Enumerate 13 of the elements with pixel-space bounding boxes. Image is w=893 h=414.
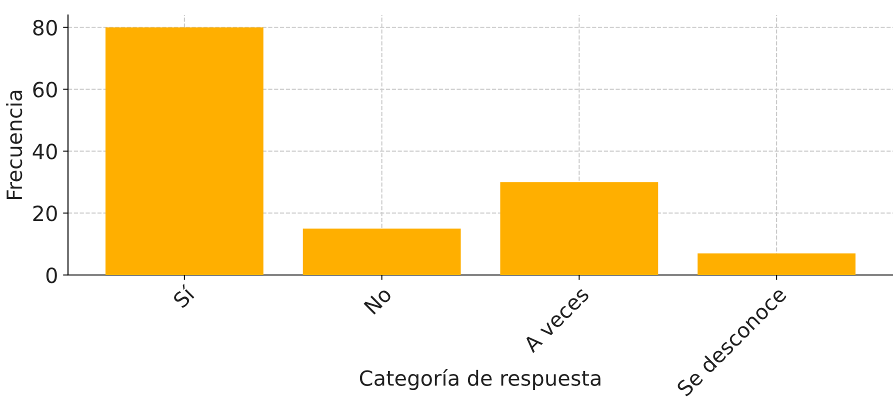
y-tick-label: 40 — [32, 144, 57, 160]
x-tick-label: No — [364, 286, 392, 315]
y-axis-title: Frecuencia — [6, 90, 22, 199]
x-axis-title: Categoría de respuesta — [360, 369, 600, 390]
y-tick-label: 0 — [46, 267, 57, 284]
x-tick-label: Sí — [171, 284, 196, 309]
bar — [500, 182, 658, 275]
bar — [302, 228, 461, 275]
y-tick-label: 60 — [33, 82, 57, 98]
bar — [106, 27, 264, 275]
bar — [698, 253, 856, 275]
y-tick-label: 20 — [33, 206, 57, 222]
y-tick-label: 80 — [33, 20, 57, 36]
